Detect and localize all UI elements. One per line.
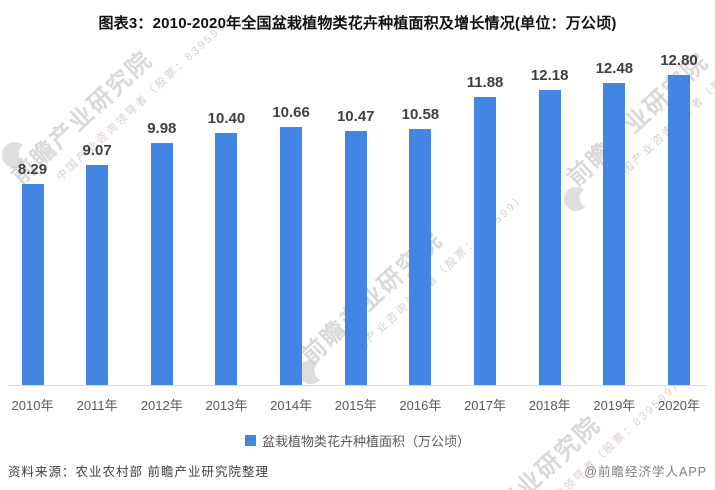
x-axis-label: 2013年 xyxy=(205,398,248,413)
bar-2017年 xyxy=(474,97,497,385)
bar-value-label: 12.48 xyxy=(595,60,634,77)
x-axis-label: 2011年 xyxy=(76,398,118,413)
legend-swatch xyxy=(244,435,256,446)
bar-2019年 xyxy=(603,83,626,385)
bar-2010年 xyxy=(21,184,44,385)
bar-2011年 xyxy=(86,165,109,385)
bar-value-label: 10.40 xyxy=(207,110,246,127)
bar-2014年 xyxy=(280,127,303,385)
x-axis-label: 2014年 xyxy=(270,398,313,413)
x-axis-line xyxy=(8,385,707,386)
x-axis-label: 2015年 xyxy=(334,398,377,413)
x-axis-label: 2020年 xyxy=(658,398,700,413)
bar-2016年 xyxy=(409,129,432,385)
bar-value-label: 9.07 xyxy=(82,142,112,159)
credit-note: @前瞻经济学人APP xyxy=(584,465,707,479)
bar-2013年 xyxy=(215,133,238,385)
bar-2018年 xyxy=(538,90,561,385)
bar-2012年 xyxy=(150,143,173,385)
bar-value-label: 11.88 xyxy=(466,74,504,91)
bar-2020年 xyxy=(668,75,690,385)
bar-value-label: 12.18 xyxy=(530,67,569,84)
x-axis-label: 2019年 xyxy=(593,398,636,413)
bar-value-label: 10.58 xyxy=(401,106,440,123)
source-note: 资料来源：农业农村部 前瞻产业研究院整理 xyxy=(8,465,269,479)
bar-value-label: 8.29 xyxy=(17,161,48,178)
bar-value-label: 10.66 xyxy=(272,104,310,121)
chart-legend: 盆栽植物类花卉种植面积（万公顷） xyxy=(0,431,715,450)
x-axis-label: 2018年 xyxy=(528,398,571,413)
bar-2015年 xyxy=(344,131,367,385)
x-axis-label: 2017年 xyxy=(464,398,506,413)
bar-value-label: 12.80 xyxy=(660,52,698,69)
bar-value-label: 10.47 xyxy=(336,108,375,125)
legend-label: 盆栽植物类花卉种植面积（万公顷） xyxy=(261,434,470,449)
x-axis-label: 2012年 xyxy=(140,398,183,413)
page-title: 图表3：2010-2020年全国盆栽植物类花卉种植面积及增长情况(单位：万公顷) xyxy=(98,15,617,32)
x-axis-label: 2016年 xyxy=(399,398,442,413)
x-axis-label: 2010年 xyxy=(11,398,54,413)
bar-value-label: 9.98 xyxy=(147,120,177,137)
